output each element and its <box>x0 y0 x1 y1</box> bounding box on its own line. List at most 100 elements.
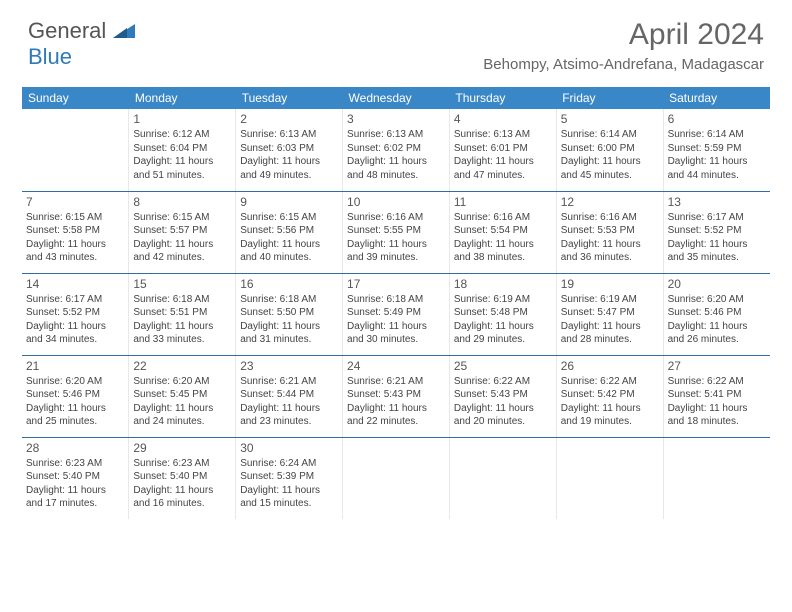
calendar-cell: 12Sunrise: 6:16 AMSunset: 5:53 PMDayligh… <box>556 191 663 273</box>
daylight-line: Daylight: 11 hours and 35 minutes. <box>668 238 766 265</box>
sunrise-line: Sunrise: 6:19 AM <box>561 293 659 307</box>
sunrise-line: Sunrise: 6:14 AM <box>561 128 659 142</box>
calendar-row: 21Sunrise: 6:20 AMSunset: 5:46 PMDayligh… <box>22 355 770 437</box>
sunrise-line: Sunrise: 6:13 AM <box>347 128 445 142</box>
calendar-cell: 27Sunrise: 6:22 AMSunset: 5:41 PMDayligh… <box>663 355 770 437</box>
logo-word2: Blue <box>28 44 72 69</box>
calendar-cell: 3Sunrise: 6:13 AMSunset: 6:02 PMDaylight… <box>343 109 450 191</box>
daylight-line: Daylight: 11 hours and 28 minutes. <box>561 320 659 347</box>
day-number: 4 <box>454 111 552 127</box>
calendar-cell <box>343 437 450 519</box>
sunset-line: Sunset: 6:03 PM <box>240 142 338 156</box>
sunset-line: Sunset: 5:41 PM <box>668 388 766 402</box>
calendar-cell: 25Sunrise: 6:22 AMSunset: 5:43 PMDayligh… <box>449 355 556 437</box>
day-number: 19 <box>561 276 659 292</box>
day-number: 1 <box>133 111 231 127</box>
title-block: April 2024 Behompy, Atsimo-Andrefana, Ma… <box>483 18 764 73</box>
daylight-line: Daylight: 11 hours and 29 minutes. <box>454 320 552 347</box>
day-number: 12 <box>561 194 659 210</box>
calendar-cell <box>22 109 129 191</box>
sunrise-line: Sunrise: 6:16 AM <box>454 211 552 225</box>
calendar-cell: 11Sunrise: 6:16 AMSunset: 5:54 PMDayligh… <box>449 191 556 273</box>
weekday-row: SundayMondayTuesdayWednesdayThursdayFrid… <box>22 87 770 109</box>
day-number: 11 <box>454 194 552 210</box>
sunset-line: Sunset: 5:49 PM <box>347 306 445 320</box>
sunset-line: Sunset: 5:54 PM <box>454 224 552 238</box>
daylight-line: Daylight: 11 hours and 44 minutes. <box>668 155 766 182</box>
daylight-line: Daylight: 11 hours and 17 minutes. <box>26 484 124 511</box>
calendar-cell: 19Sunrise: 6:19 AMSunset: 5:47 PMDayligh… <box>556 273 663 355</box>
sunrise-line: Sunrise: 6:16 AM <box>561 211 659 225</box>
sunset-line: Sunset: 5:53 PM <box>561 224 659 238</box>
day-number: 10 <box>347 194 445 210</box>
sunrise-line: Sunrise: 6:23 AM <box>26 457 124 471</box>
sunrise-line: Sunrise: 6:24 AM <box>240 457 338 471</box>
sunset-line: Sunset: 6:01 PM <box>454 142 552 156</box>
sunrise-line: Sunrise: 6:20 AM <box>133 375 231 389</box>
weekday-header: Monday <box>129 87 236 109</box>
sunrise-line: Sunrise: 6:15 AM <box>240 211 338 225</box>
sunrise-line: Sunrise: 6:18 AM <box>133 293 231 307</box>
calendar-cell: 2Sunrise: 6:13 AMSunset: 6:03 PMDaylight… <box>236 109 343 191</box>
calendar-cell: 29Sunrise: 6:23 AMSunset: 5:40 PMDayligh… <box>129 437 236 519</box>
day-number: 3 <box>347 111 445 127</box>
daylight-line: Daylight: 11 hours and 31 minutes. <box>240 320 338 347</box>
sunset-line: Sunset: 5:45 PM <box>133 388 231 402</box>
sunrise-line: Sunrise: 6:22 AM <box>454 375 552 389</box>
day-number: 2 <box>240 111 338 127</box>
sunrise-line: Sunrise: 6:14 AM <box>668 128 766 142</box>
calendar-cell: 26Sunrise: 6:22 AMSunset: 5:42 PMDayligh… <box>556 355 663 437</box>
daylight-line: Daylight: 11 hours and 51 minutes. <box>133 155 231 182</box>
sunset-line: Sunset: 5:44 PM <box>240 388 338 402</box>
day-number: 9 <box>240 194 338 210</box>
daylight-line: Daylight: 11 hours and 18 minutes. <box>668 402 766 429</box>
day-number: 20 <box>668 276 766 292</box>
sunrise-line: Sunrise: 6:20 AM <box>668 293 766 307</box>
daylight-line: Daylight: 11 hours and 33 minutes. <box>133 320 231 347</box>
daylight-line: Daylight: 11 hours and 39 minutes. <box>347 238 445 265</box>
day-number: 21 <box>26 358 124 374</box>
calendar-row: 1Sunrise: 6:12 AMSunset: 6:04 PMDaylight… <box>22 109 770 191</box>
sunrise-line: Sunrise: 6:21 AM <box>240 375 338 389</box>
daylight-line: Daylight: 11 hours and 24 minutes. <box>133 402 231 429</box>
daylight-line: Daylight: 11 hours and 26 minutes. <box>668 320 766 347</box>
calendar-cell: 10Sunrise: 6:16 AMSunset: 5:55 PMDayligh… <box>343 191 450 273</box>
sunrise-line: Sunrise: 6:16 AM <box>347 211 445 225</box>
calendar-cell: 7Sunrise: 6:15 AMSunset: 5:58 PMDaylight… <box>22 191 129 273</box>
daylight-line: Daylight: 11 hours and 45 minutes. <box>561 155 659 182</box>
weekday-header: Sunday <box>22 87 129 109</box>
weekday-header: Tuesday <box>236 87 343 109</box>
sunset-line: Sunset: 5:50 PM <box>240 306 338 320</box>
day-number: 17 <box>347 276 445 292</box>
sunrise-line: Sunrise: 6:21 AM <box>347 375 445 389</box>
daylight-line: Daylight: 11 hours and 23 minutes. <box>240 402 338 429</box>
sunset-line: Sunset: 5:52 PM <box>26 306 124 320</box>
sunrise-line: Sunrise: 6:17 AM <box>26 293 124 307</box>
calendar-cell: 23Sunrise: 6:21 AMSunset: 5:44 PMDayligh… <box>236 355 343 437</box>
daylight-line: Daylight: 11 hours and 42 minutes. <box>133 238 231 265</box>
sunset-line: Sunset: 5:40 PM <box>133 470 231 484</box>
sunset-line: Sunset: 5:43 PM <box>347 388 445 402</box>
calendar-cell: 21Sunrise: 6:20 AMSunset: 5:46 PMDayligh… <box>22 355 129 437</box>
calendar-cell: 16Sunrise: 6:18 AMSunset: 5:50 PMDayligh… <box>236 273 343 355</box>
day-number: 28 <box>26 440 124 456</box>
day-number: 14 <box>26 276 124 292</box>
month-title: April 2024 <box>483 18 764 52</box>
daylight-line: Daylight: 11 hours and 43 minutes. <box>26 238 124 265</box>
calendar-cell: 30Sunrise: 6:24 AMSunset: 5:39 PMDayligh… <box>236 437 343 519</box>
calendar-cell: 5Sunrise: 6:14 AMSunset: 6:00 PMDaylight… <box>556 109 663 191</box>
sunset-line: Sunset: 5:47 PM <box>561 306 659 320</box>
calendar-row: 14Sunrise: 6:17 AMSunset: 5:52 PM Dayligh… <box>22 273 770 355</box>
sunset-line: Sunset: 6:04 PM <box>133 142 231 156</box>
sunrise-line: Sunrise: 6:18 AM <box>240 293 338 307</box>
weekday-header: Thursday <box>449 87 556 109</box>
sunrise-line: Sunrise: 6:17 AM <box>668 211 766 225</box>
calendar-cell: 24Sunrise: 6:21 AMSunset: 5:43 PMDayligh… <box>343 355 450 437</box>
sunset-line: Sunset: 5:39 PM <box>240 470 338 484</box>
sunset-line: Sunset: 5:55 PM <box>347 224 445 238</box>
calendar-row: 28Sunrise: 6:23 AMSunset: 5:40 PMDayligh… <box>22 437 770 519</box>
calendar-row: 7Sunrise: 6:15 AMSunset: 5:58 PMDaylight… <box>22 191 770 273</box>
sunrise-line: Sunrise: 6:12 AM <box>133 128 231 142</box>
sunrise-line: Sunrise: 6:23 AM <box>133 457 231 471</box>
day-number: 23 <box>240 358 338 374</box>
